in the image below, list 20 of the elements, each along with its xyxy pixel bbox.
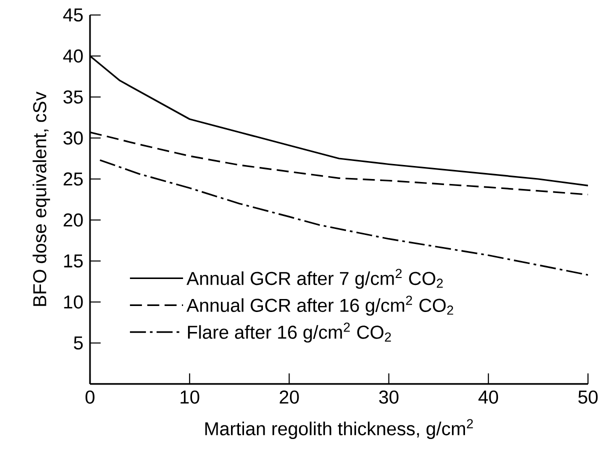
y-tick-label: 45	[63, 8, 83, 22]
x-tick-label: 10	[180, 390, 200, 404]
y-tick-label: 5	[74, 336, 83, 350]
y-axis-title: BFO dose equivalent, cSv	[32, 92, 50, 306]
legend-label: Annual GCR after 16 g/cm$^{2}$ CO$_{2}$	[186, 296, 454, 316]
y-tick-label: 20	[64, 213, 83, 227]
y-tick-label: 35	[63, 90, 83, 104]
x-tick-label: 20	[280, 390, 299, 404]
legend-label: Annual GCR after 7 g/cm$^{2}$ CO$_{2}$	[186, 268, 443, 289]
x-tick-label: 0	[86, 390, 94, 404]
x-tick-label: 30	[379, 390, 398, 404]
y-tick-label: 40	[63, 49, 83, 63]
y-tick-label: 10	[64, 295, 83, 309]
legend-label: Flare after 16 g/cm$^{2}$ CO$_{2}$	[188, 322, 391, 343]
x-tick-label: 50	[578, 390, 598, 404]
x-axis-title: Martian regolith thickness, g/cm$^{2}$	[205, 419, 473, 440]
y-tick-label: 15	[64, 254, 83, 268]
y-tick-label: 25	[64, 172, 83, 186]
y-tick-label: 30	[63, 131, 83, 145]
x-tick-label: 40	[478, 390, 498, 404]
